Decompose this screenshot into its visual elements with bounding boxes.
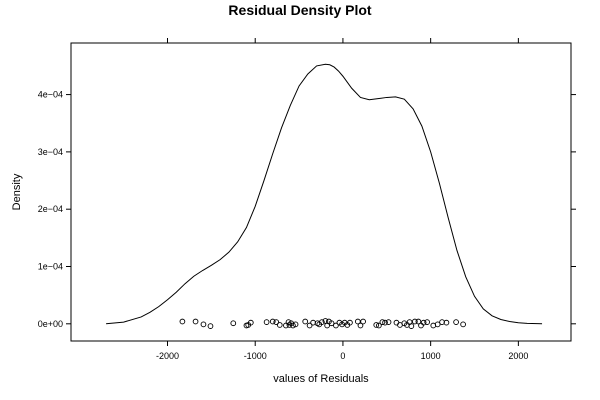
residual-point [192,318,199,325]
residual-point [179,318,186,325]
x-tick-label: -2000 [156,351,179,361]
residual-point [393,319,400,326]
residual-point [328,320,335,327]
y-tick-label: 3e−04 [38,147,63,157]
residual-point [290,322,296,329]
y-axis-label: Density [11,173,23,210]
x-tick-label: 2000 [508,351,528,361]
chart-title: Residual Density Plot [228,2,371,18]
residual-point [273,319,280,325]
residual-point [376,322,382,329]
y-tick-label: 4e−04 [38,90,63,100]
residual-point [247,319,254,326]
residual-point [373,322,380,328]
plot-frame [70,42,572,342]
x-tick-label: -1000 [244,351,267,361]
residual-point [357,322,364,329]
residual-point [292,321,299,328]
residual-point [418,322,424,329]
residual-point [286,322,293,328]
residual-point [230,320,237,327]
residual-point [443,319,450,326]
residual-point [360,318,366,325]
residual-point [382,319,388,326]
residual-point [424,319,430,325]
residual-points [179,318,466,329]
y-tick-label: 0e+00 [38,319,63,329]
residual-point [434,321,441,328]
residual-point [306,322,313,329]
residual-point [319,319,325,325]
residual-point [269,318,276,325]
residual-point [200,321,207,328]
residual-point [412,318,418,325]
residual-point [420,319,427,326]
y-tick-label: 2e−04 [38,204,63,214]
residual-point [415,318,422,325]
density-curve [106,63,543,325]
residual-point [263,319,270,325]
residual-point [276,322,283,328]
residual-point [285,319,292,325]
residual-point [385,319,392,325]
residual-point [408,323,415,329]
residual-point [460,321,466,328]
residual-point [207,323,214,329]
x-tick-label: 1000 [421,351,441,361]
residual-point [354,318,361,325]
residual-point [453,319,459,325]
y-tick-label: 1e−04 [38,262,63,272]
residual-point [347,319,353,326]
residual-point [379,319,386,325]
axis-ticks: -2000 -1000 0 1000 2000 0e+00 1e−04 2e−04 3e−04 4… [38,38,576,361]
residual-point [333,322,339,329]
x-axis-label: values of Residuals [273,373,369,385]
residual-point [302,318,309,325]
x-tick-label: 0 [340,351,345,361]
